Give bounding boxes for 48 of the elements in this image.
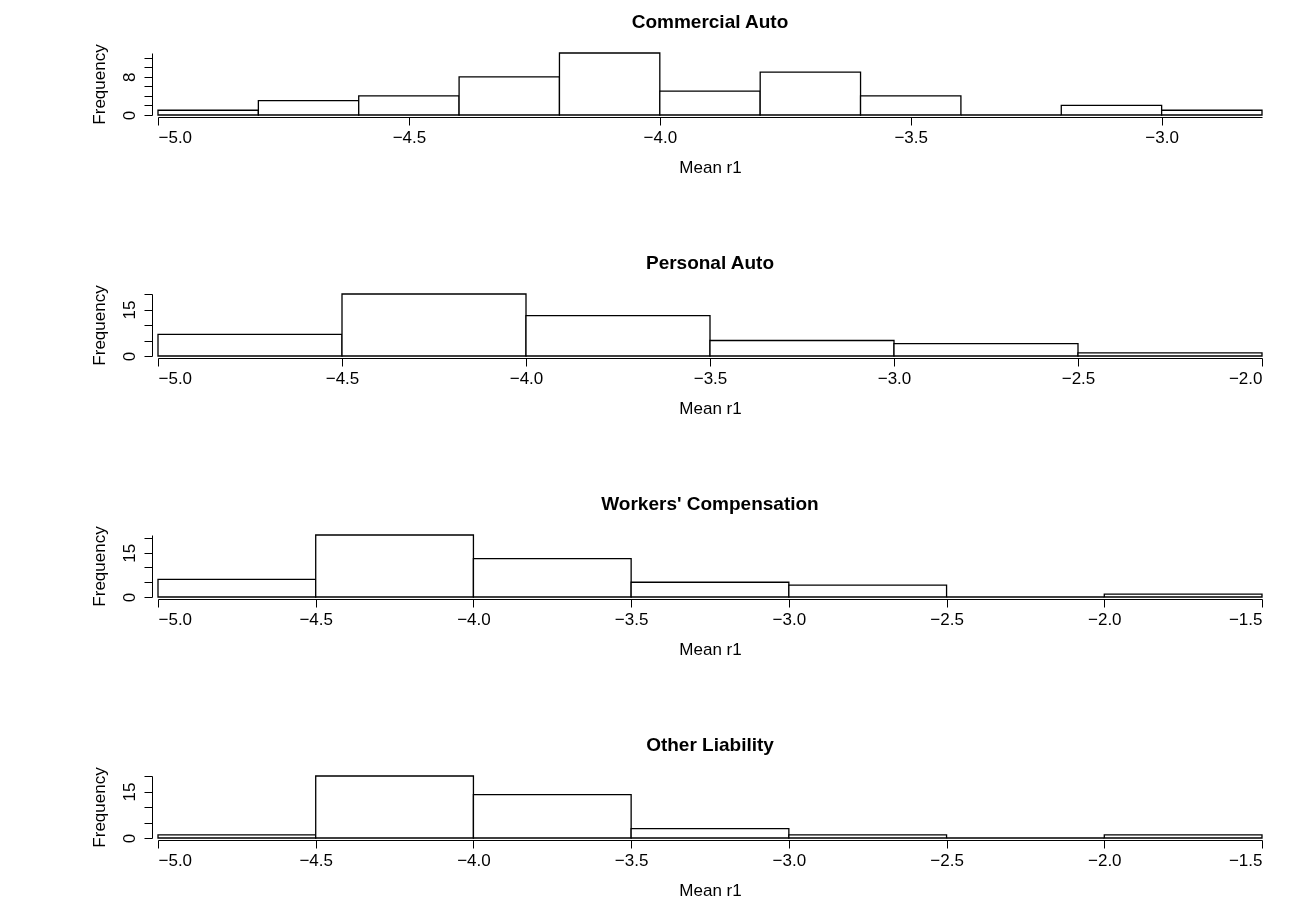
x-tick-label: −5.0 [158, 850, 193, 870]
chart-title: Other Liability [646, 733, 775, 755]
chart-title: Commercial Auto [631, 10, 789, 32]
x-axis-title: Mean r1 [679, 639, 742, 659]
x-tick-label: −2.5 [930, 609, 964, 629]
y-tick-label: 0 [119, 592, 139, 603]
y-axis-title: Frequency [89, 766, 109, 848]
x-tick-label: −4.0 [509, 368, 544, 388]
x-tick-label: −4.0 [457, 850, 491, 870]
y-axis-title: Frequency [89, 284, 109, 366]
y-tick-label: 0 [119, 110, 139, 121]
x-tick-label: −3.0 [772, 850, 807, 870]
x-tick-label: −3.0 [1145, 127, 1179, 147]
x-tick-label: −1.5 [1228, 609, 1263, 629]
x-tick-label: −2.0 [1088, 850, 1122, 870]
x-axis-title: Mean r1 [679, 398, 742, 418]
y-axis-title: Frequency [89, 525, 109, 607]
chart-title: Personal Auto [645, 251, 775, 273]
x-tick-label: −4.5 [299, 850, 333, 870]
x-tick-label: −3.5 [693, 368, 728, 388]
x-tick-label: −5.0 [158, 368, 193, 388]
y-tick-label: 0 [119, 351, 139, 362]
x-tick-label: −3.5 [614, 609, 649, 629]
x-tick-label: −4.0 [643, 127, 678, 147]
x-tick-label: −4.5 [299, 609, 333, 629]
x-tick-label: −3.5 [894, 127, 929, 147]
y-tick-label: 0 [119, 833, 139, 844]
x-tick-label: −2.5 [1061, 368, 1096, 388]
y-axis-title: Frequency [89, 43, 109, 125]
x-tick-label: −1.5 [1228, 850, 1263, 870]
x-axis-title: Mean r1 [679, 880, 742, 900]
y-tick-label: 15 [119, 300, 139, 320]
x-tick-label: −3.0 [772, 609, 807, 629]
x-tick-label: −2.0 [1088, 609, 1122, 629]
x-tick-label: −4.0 [457, 609, 491, 629]
x-tick-label: −3.5 [614, 850, 649, 870]
x-axis-title: Mean r1 [679, 157, 742, 177]
x-tick-label: −2.5 [930, 850, 964, 870]
x-tick-label: −3.0 [877, 368, 912, 388]
y-tick-label: 8 [119, 72, 139, 83]
x-tick-label: −5.0 [158, 127, 193, 147]
y-tick-label: 15 [119, 543, 139, 563]
x-tick-label: −5.0 [158, 609, 193, 629]
y-tick-label: 15 [119, 782, 139, 802]
x-tick-label: −4.5 [325, 368, 360, 388]
x-tick-label: −2.0 [1228, 368, 1263, 388]
x-tick-label: −4.5 [392, 127, 427, 147]
chart-title: Workers' Compensation [601, 492, 819, 514]
